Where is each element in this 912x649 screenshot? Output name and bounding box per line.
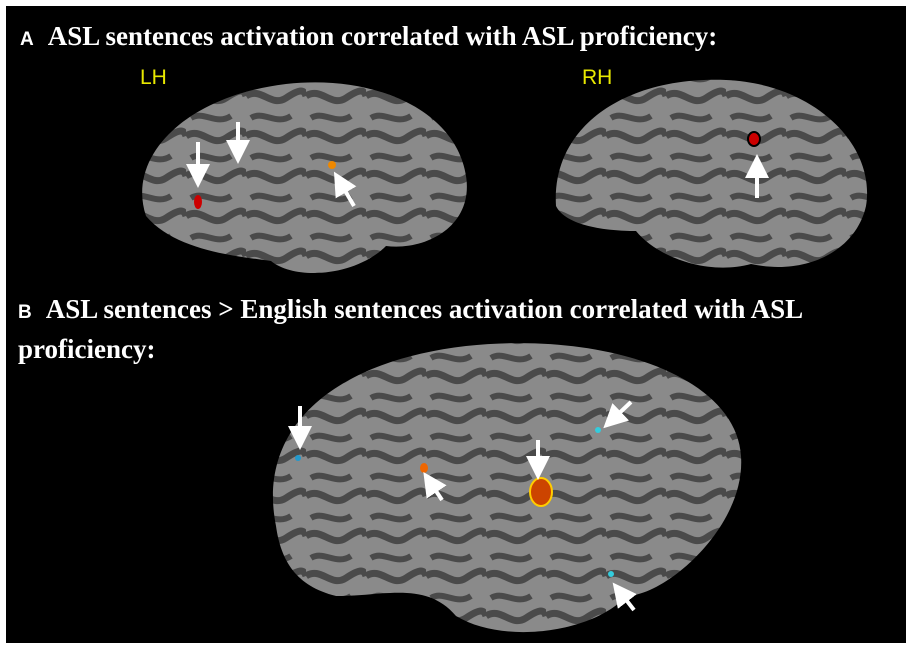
left-hemisphere — [142, 82, 467, 273]
activation — [608, 571, 614, 577]
hemisphere-label: RH — [582, 66, 612, 90]
activation — [194, 195, 202, 209]
activation — [295, 455, 301, 461]
activation — [420, 463, 428, 473]
page: {"panel_a": {"label": "A", "title": "ASL… — [0, 0, 912, 649]
right-hemisphere — [556, 80, 867, 268]
panel-title: ASL sentences > English sentences activa… — [18, 294, 802, 364]
activation — [328, 161, 336, 169]
hemisphere-label: LH — [140, 66, 167, 90]
panel-title: ASL sentences activation correlated with… — [48, 21, 717, 51]
activation — [748, 132, 760, 146]
panel-label: B — [18, 302, 32, 323]
activation — [595, 427, 601, 433]
activation — [530, 478, 552, 506]
figure: A ASL sentences activation correlated wit… — [6, 6, 906, 643]
lateral-brain — [273, 343, 741, 632]
panel-label: A — [20, 29, 34, 50]
panel-a-heading: A ASL sentences activation correlated wit… — [20, 18, 717, 58]
